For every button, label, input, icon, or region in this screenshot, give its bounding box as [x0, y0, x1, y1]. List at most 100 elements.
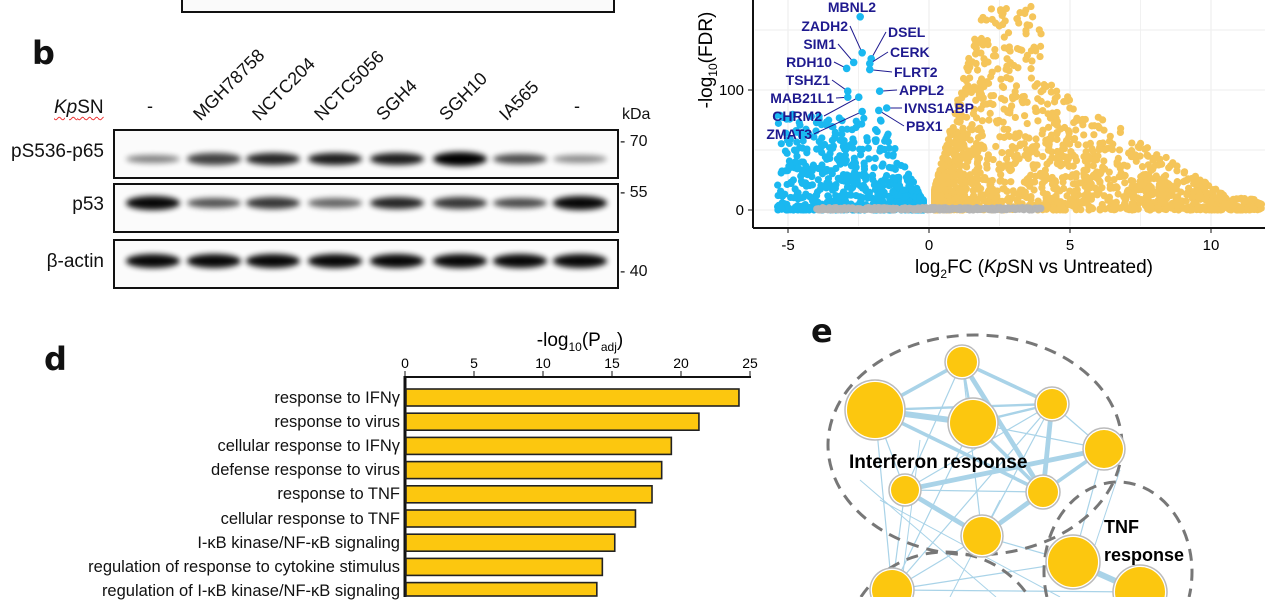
volcano-point — [1201, 178, 1209, 186]
volcano-point — [1011, 113, 1019, 122]
gene-label: FLRT2 — [894, 64, 938, 80]
volcano-point — [808, 181, 817, 189]
volcano-point — [1146, 165, 1154, 173]
blot-band — [553, 254, 607, 268]
volcano-point — [1104, 196, 1112, 204]
volcano-point — [849, 161, 857, 169]
volcano-point — [797, 194, 805, 202]
volcano-point — [972, 139, 981, 147]
lane-label: - — [574, 96, 580, 116]
volcano-point — [783, 149, 791, 157]
volcano-point — [1194, 204, 1202, 212]
volcano-point — [989, 155, 997, 164]
volcano-point — [1121, 179, 1129, 187]
volcano-point — [1023, 119, 1031, 128]
volcano-point — [1010, 189, 1018, 197]
volcano-point — [980, 175, 989, 183]
volcano-point — [786, 161, 794, 169]
volcano-point — [1099, 163, 1107, 171]
volcano-point — [839, 142, 847, 151]
volcano-point — [1060, 145, 1068, 153]
blot-label-actin: β-actin — [46, 251, 104, 272]
volcano-point — [985, 116, 993, 124]
volcano-point — [1134, 143, 1142, 151]
volcano-point — [933, 179, 941, 188]
volcano-point — [899, 206, 907, 214]
volcano-point — [938, 173, 947, 181]
volcano-point — [1053, 128, 1061, 137]
volcano-point — [998, 149, 1006, 157]
blot-band — [493, 197, 547, 209]
volcano-point — [1064, 127, 1073, 135]
volcano-point — [1144, 185, 1152, 193]
network-node — [891, 476, 919, 504]
volcano-point — [1054, 152, 1062, 160]
volcano-point — [913, 205, 921, 214]
volcano-point — [1140, 171, 1148, 179]
volcano-point — [1035, 26, 1043, 34]
volcano-point — [987, 5, 996, 13]
volcano-point — [815, 112, 823, 121]
volcano-point — [872, 137, 880, 146]
volcano-point — [1154, 204, 1163, 212]
volcano-point — [971, 40, 980, 48]
volcano-point — [825, 144, 834, 152]
network-node — [1037, 389, 1067, 419]
volcano-point — [972, 96, 980, 104]
volcano-point — [969, 191, 978, 200]
volcano-point — [1007, 178, 1015, 186]
volcano-point — [975, 89, 983, 97]
volcano-point — [1073, 186, 1081, 194]
volcano-point — [936, 185, 944, 193]
lane-label: - — [147, 96, 153, 116]
kda-label: kDa — [622, 106, 651, 123]
blot-label-p65: pS536-p65 — [11, 141, 104, 162]
volcano-point — [1039, 152, 1047, 161]
volcano-point — [988, 68, 996, 76]
volcano-point — [999, 185, 1007, 193]
volcano-point — [810, 133, 818, 141]
volcano-point — [955, 188, 963, 196]
volcano-point — [978, 117, 986, 125]
network-edge — [891, 589, 1141, 593]
volcano-point — [882, 171, 891, 180]
volcano-point — [1084, 191, 1092, 199]
volcano-point — [822, 184, 830, 192]
volcano-point — [902, 173, 911, 181]
volcano-point — [831, 128, 839, 136]
bars — [405, 388, 740, 597]
volcano-point — [823, 155, 831, 163]
volcano-point — [895, 198, 903, 206]
volcano-point — [952, 194, 961, 202]
volcano-point — [986, 99, 994, 107]
volcano-point — [1144, 194, 1152, 203]
volcano-point — [1094, 152, 1102, 160]
volcano-point — [798, 158, 806, 166]
volcano-point — [838, 176, 846, 185]
panel-a-image-box — [181, 0, 615, 13]
volcano-point — [974, 133, 983, 142]
volcano-point — [1019, 93, 1027, 101]
volcano-point — [790, 194, 798, 202]
volcano-point — [1025, 21, 1034, 29]
volcano-point — [1099, 116, 1107, 124]
volcano-point — [1028, 57, 1036, 65]
volcano-point — [1115, 146, 1124, 154]
volcano-point — [915, 197, 924, 205]
volcano-point — [1069, 105, 1077, 113]
volcano-point — [980, 197, 988, 205]
volcano-point — [785, 139, 793, 148]
volcano-point — [840, 155, 848, 163]
volcano-point — [838, 125, 846, 133]
volcano-point — [1085, 183, 1094, 191]
blot-band — [370, 152, 424, 166]
volcano-point — [838, 205, 846, 213]
volcano-point — [1062, 136, 1071, 145]
marker-70: - 70 — [620, 133, 648, 150]
volcano-point — [1114, 190, 1122, 198]
volcano-point — [1070, 135, 1078, 144]
volcano-point — [860, 162, 868, 170]
volcano-point — [1028, 178, 1036, 187]
volcano-point — [960, 204, 969, 213]
